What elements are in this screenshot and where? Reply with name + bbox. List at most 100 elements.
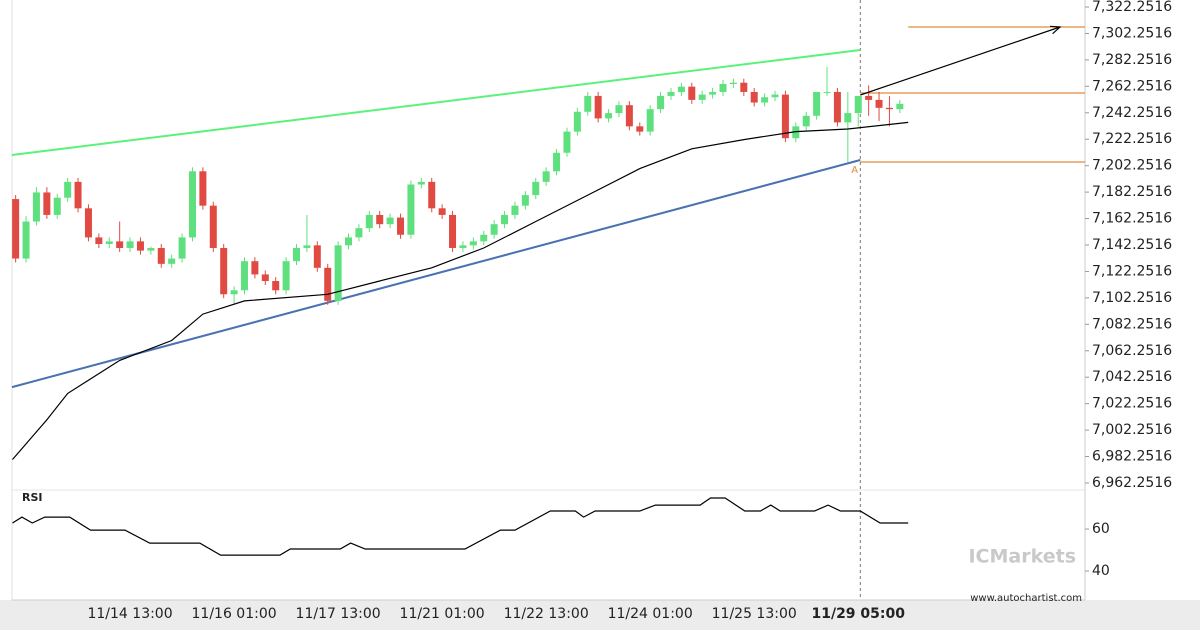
candle-body bbox=[542, 171, 550, 182]
x-tick-label: 11/16 01:00 bbox=[192, 606, 277, 622]
x-tick-label: 11/24 01:00 bbox=[608, 606, 693, 622]
candle-body bbox=[480, 234, 488, 242]
candle-body bbox=[875, 99, 883, 108]
candle-body bbox=[157, 247, 165, 264]
x-axis-band bbox=[0, 600, 1200, 630]
candle-body bbox=[209, 205, 217, 248]
annotation-label: A bbox=[851, 165, 858, 176]
y-tick-label: 7,162.2516 bbox=[1092, 211, 1172, 227]
candle-body bbox=[313, 245, 321, 268]
rsi-line bbox=[12, 497, 909, 556]
candle-body bbox=[303, 245, 311, 248]
candle-body bbox=[521, 195, 529, 206]
candle-body bbox=[428, 181, 436, 209]
candle-body bbox=[355, 228, 363, 238]
candle-body bbox=[334, 245, 342, 301]
candle-body bbox=[771, 94, 779, 98]
candle-body bbox=[272, 281, 280, 291]
candle-body bbox=[667, 91, 675, 96]
candle-body bbox=[22, 221, 30, 259]
candle-body bbox=[449, 214, 457, 248]
candle-body bbox=[469, 241, 477, 246]
y-tick-label: 7,122.2516 bbox=[1092, 263, 1172, 279]
arrow-head bbox=[1050, 25, 1062, 35]
candle-body bbox=[365, 214, 373, 229]
y-tick-label: 6,962.2516 bbox=[1092, 475, 1172, 491]
trendline bbox=[11, 159, 861, 389]
candle-body bbox=[781, 94, 789, 139]
y-tick-label: 7,042.2516 bbox=[1092, 369, 1172, 385]
candle-body bbox=[240, 261, 248, 291]
candle-body bbox=[511, 205, 519, 215]
candle-body bbox=[833, 91, 841, 123]
y-tick-label: 7,302.2516 bbox=[1092, 25, 1172, 41]
candle-body bbox=[844, 113, 852, 123]
candle-body bbox=[324, 267, 332, 301]
candle-body bbox=[74, 181, 82, 209]
candle-body bbox=[532, 181, 540, 196]
y-tick-label: 7,062.2516 bbox=[1092, 343, 1172, 359]
x-tick-label: 11/14 13:00 bbox=[87, 606, 172, 622]
projection-arrow bbox=[860, 26, 1061, 96]
candle-body bbox=[490, 224, 498, 235]
candle-body bbox=[813, 91, 821, 116]
candle-body bbox=[885, 107, 893, 110]
candle-body bbox=[282, 261, 290, 291]
candle-body bbox=[636, 126, 644, 132]
candle-body bbox=[802, 115, 810, 127]
candle-body bbox=[750, 91, 758, 103]
candle-body bbox=[220, 247, 228, 295]
source: www.autochartist.com bbox=[970, 593, 1082, 604]
candle-body bbox=[417, 181, 425, 185]
x-tick-label: 11/29 05:00 bbox=[811, 606, 905, 622]
candle-body bbox=[719, 84, 727, 92]
candle-body bbox=[199, 171, 207, 206]
y-tick-label: 7,142.2516 bbox=[1092, 237, 1172, 253]
candle-body bbox=[625, 105, 633, 127]
candle-body bbox=[293, 247, 301, 262]
candle-body bbox=[615, 105, 623, 114]
y-tick-label: 7,242.2516 bbox=[1092, 105, 1172, 121]
moving-average bbox=[12, 121, 909, 460]
candle-body bbox=[116, 241, 124, 248]
rsi-tick-label: 60 bbox=[1092, 521, 1110, 537]
candle-body bbox=[64, 181, 72, 198]
y-tick-label: 6,982.2516 bbox=[1092, 449, 1172, 465]
candle-body bbox=[865, 95, 873, 100]
candle-body bbox=[53, 197, 61, 215]
x-tick-label: 11/21 01:00 bbox=[400, 606, 485, 622]
trendline bbox=[11, 49, 861, 156]
y-tick-label: 7,022.2516 bbox=[1092, 396, 1172, 412]
candle-body bbox=[688, 86, 696, 100]
y-tick-label: 7,082.2516 bbox=[1092, 316, 1172, 332]
candle-body bbox=[136, 241, 144, 251]
y-tick-label: 7,282.2516 bbox=[1092, 52, 1172, 68]
candle-body bbox=[501, 214, 509, 225]
candle-body bbox=[740, 82, 748, 92]
candle-body bbox=[376, 214, 384, 225]
y-tick-label: 7,002.2516 bbox=[1092, 422, 1172, 438]
candle-body bbox=[657, 95, 665, 110]
y-tick-label: 7,182.2516 bbox=[1092, 184, 1172, 200]
candle-body bbox=[594, 95, 602, 119]
candle-body bbox=[32, 192, 40, 222]
candle-body bbox=[573, 111, 581, 132]
candle-body bbox=[605, 113, 613, 119]
candle-body bbox=[126, 241, 134, 248]
candle-body bbox=[792, 126, 800, 139]
candle-body bbox=[397, 217, 405, 235]
candle-body bbox=[251, 261, 259, 275]
candle-body bbox=[95, 237, 103, 245]
candle-body bbox=[459, 245, 467, 248]
y-tick-label: 7,262.2516 bbox=[1092, 78, 1172, 94]
candle-body bbox=[168, 258, 176, 264]
candle-body bbox=[407, 184, 415, 235]
candle-body bbox=[105, 241, 113, 245]
x-tick-label: 11/22 13:00 bbox=[504, 606, 589, 622]
candle-body bbox=[646, 109, 654, 132]
candle-body bbox=[84, 208, 92, 238]
candle-body bbox=[230, 290, 238, 295]
candle-body bbox=[761, 97, 769, 103]
